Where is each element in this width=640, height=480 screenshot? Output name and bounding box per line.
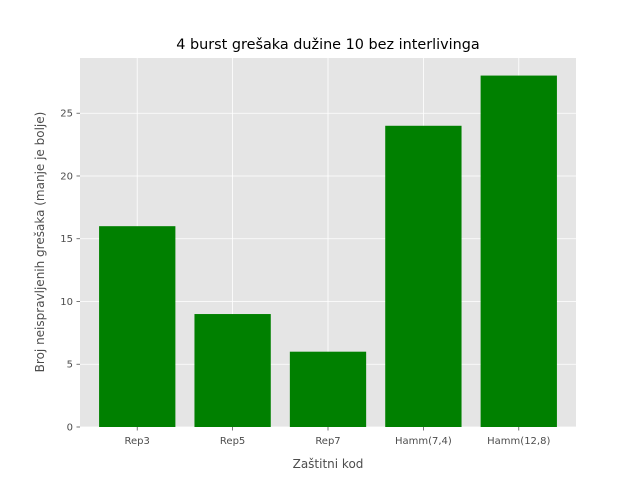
x-tick-labels: Rep3 Rep5 Rep7 Hamm(7,4) Hamm(12,8) <box>125 436 551 447</box>
bar-rep5 <box>194 314 271 427</box>
bar-hamm-7-4 <box>385 125 462 427</box>
y-tick-label: 15 <box>60 234 73 245</box>
y-tick-label: 10 <box>60 297 73 308</box>
y-axis-label: Broj neispravljenih grešaka (manje je bo… <box>33 112 47 373</box>
bar-rep7 <box>289 351 367 427</box>
x-tick-label: Hamm(12,8) <box>487 436 550 447</box>
x-axis-label: Zaštitni kod <box>293 457 364 471</box>
y-tick-label: 25 <box>60 109 73 120</box>
x-tick-label: Rep5 <box>220 436 245 447</box>
y-tick-label: 0 <box>67 423 73 434</box>
bars <box>99 75 557 428</box>
y-tick-label: 5 <box>67 360 73 371</box>
x-tick-label: Rep7 <box>315 436 340 447</box>
x-tick-label: Rep3 <box>125 436 150 447</box>
x-tick-label: Hamm(7,4) <box>395 436 452 447</box>
y-tick-labels: 0 5 10 15 20 25 <box>60 109 73 434</box>
chart-title: 4 burst grešaka dužine 10 bez interlivin… <box>176 37 479 53</box>
bar-hamm-12-8 <box>480 75 557 428</box>
y-tick-label: 20 <box>60 171 73 182</box>
bar-rep3 <box>99 226 176 427</box>
